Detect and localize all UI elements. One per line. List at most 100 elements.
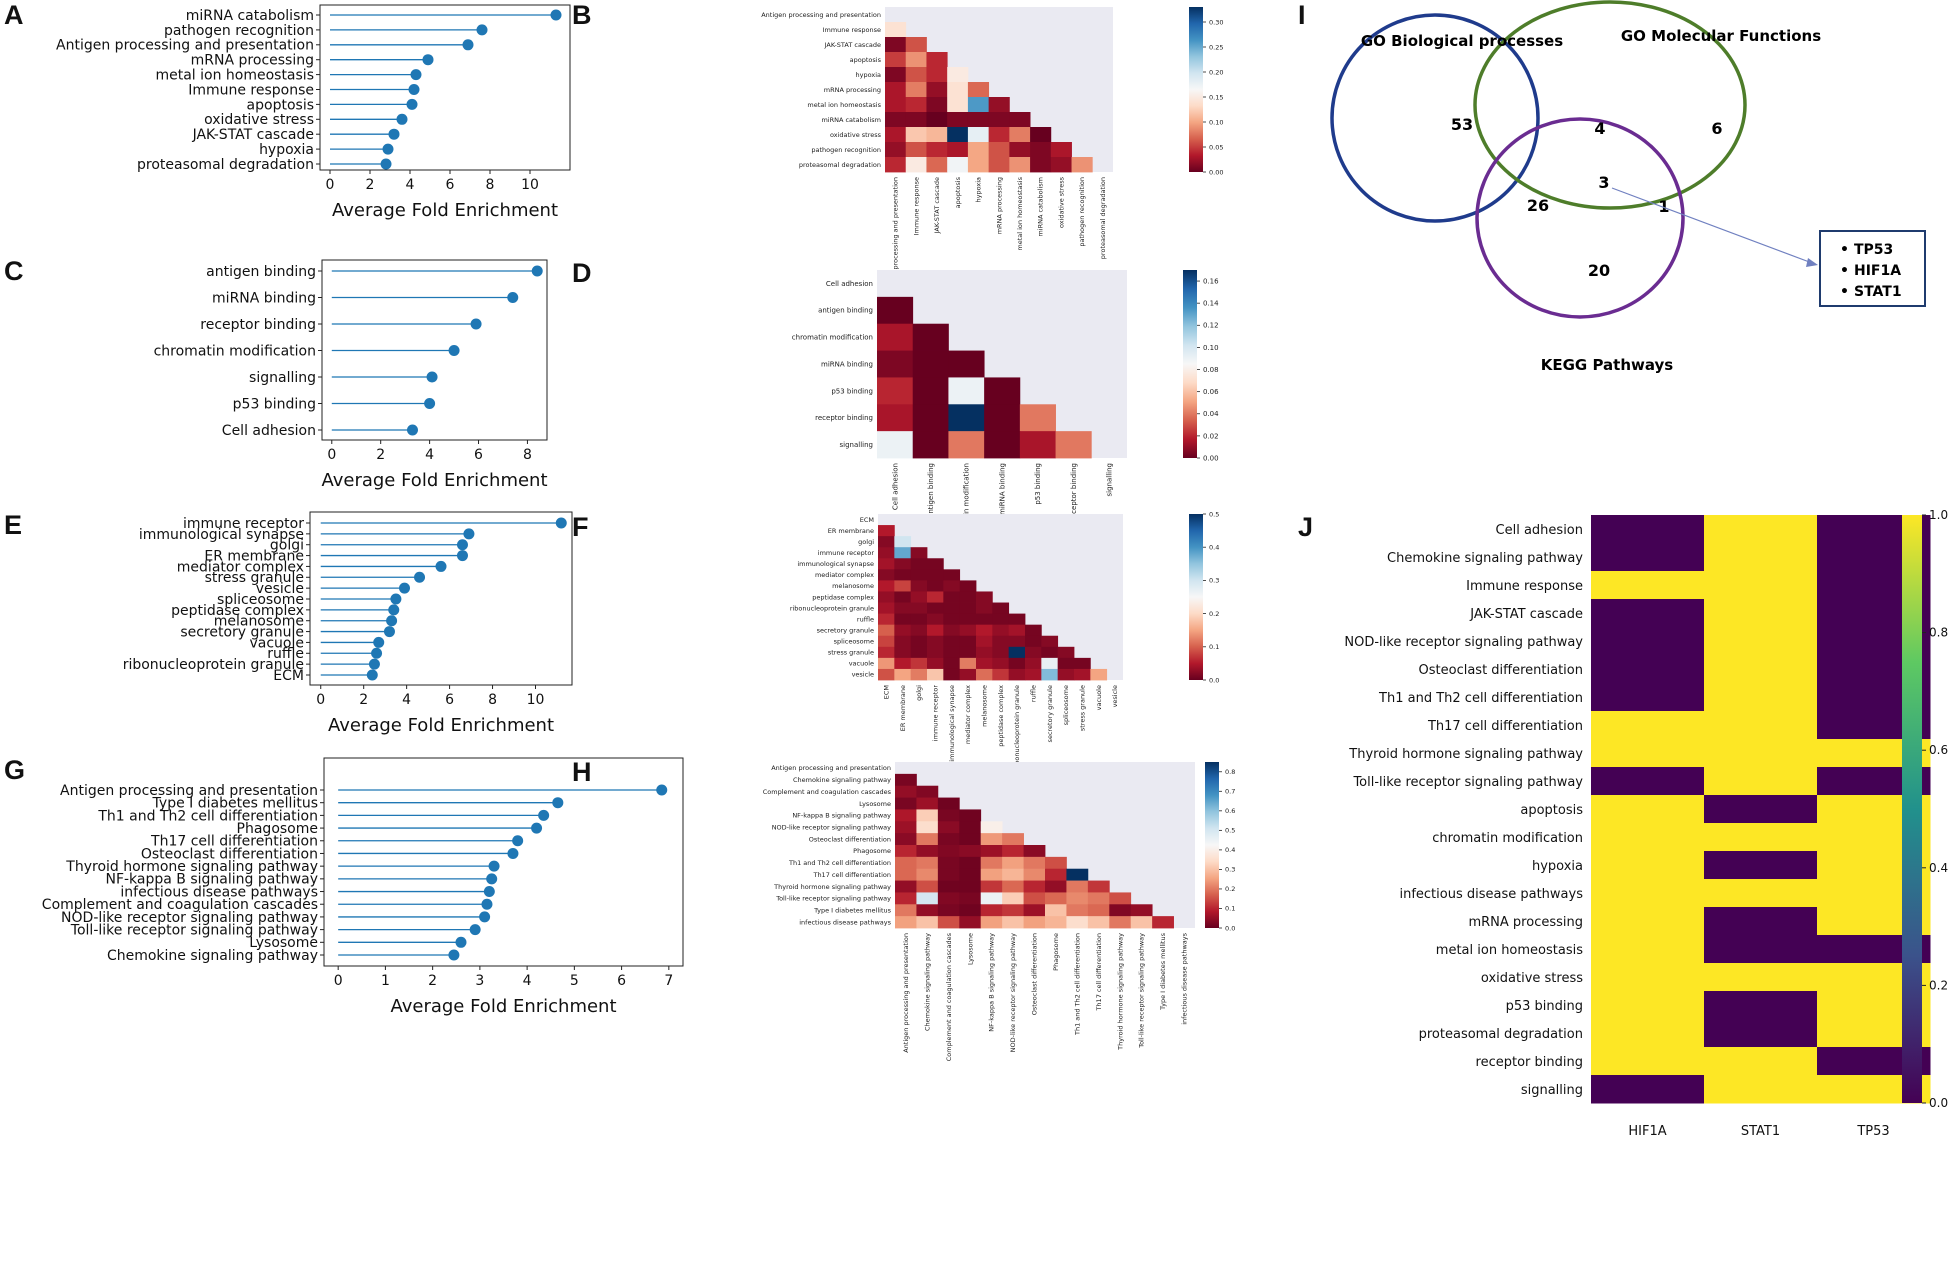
heatmap-cell (895, 880, 917, 893)
heatmap-cell (992, 646, 1010, 659)
heatmap-cell (877, 377, 914, 405)
col-label: secretory granule (1046, 685, 1054, 742)
y-tick-label: hypoxia (259, 142, 314, 158)
col-label: Thyroid hormone signaling pathway (1116, 933, 1124, 1051)
heatmap-cell (1041, 635, 1059, 648)
row-label: apoptosis (850, 56, 882, 64)
heatmap-cell (894, 657, 912, 670)
heatmap-cell (1109, 916, 1132, 929)
lollipop-point (382, 143, 394, 155)
y-tick-label: Antigen processing and presentation (56, 38, 314, 54)
col-label: immune receptor (931, 685, 939, 742)
heatmap-cell (878, 602, 895, 614)
heatmap-cell (910, 569, 928, 581)
heatmap-cell (1002, 880, 1024, 893)
heatmap-cell (1008, 624, 1026, 637)
heatmap-cell (943, 580, 961, 592)
heatmap-cell (1704, 571, 1818, 600)
heatmap-cell (959, 657, 977, 670)
heatmap-cell (927, 558, 944, 570)
lollipop-point (388, 604, 400, 616)
heatmap-cell (1087, 904, 1110, 917)
x-tick-label: 4 (523, 973, 532, 989)
panel-letter-d: D (572, 258, 592, 288)
colorbar-tick-label: 0.02 (1203, 432, 1219, 440)
heatmap-cell (885, 67, 907, 83)
colorbar-tick-label: 0.6 (1929, 743, 1948, 757)
col-label: oxidative stress (1057, 176, 1065, 228)
heatmap-cell (980, 892, 1003, 905)
heatmap-cell (916, 916, 939, 929)
heatmap-cell (926, 157, 948, 173)
col-label: TP53 (1856, 1124, 1889, 1139)
row-label: proteasomal degradation (1419, 1027, 1583, 1042)
heatmap-cell (980, 880, 1003, 893)
heatmap-cell (1074, 668, 1091, 681)
heatmap-cell (1030, 127, 1052, 143)
x-tick-label: 0 (326, 177, 335, 193)
heatmap-cell (1023, 916, 1046, 929)
heatmap-cell (1704, 683, 1818, 712)
row-label: Type I diabetes mellitus (813, 906, 891, 914)
colorbar-tick-label: 0.0 (1929, 1096, 1948, 1110)
heatmap-cell (1704, 627, 1818, 656)
heatmap-cell (992, 657, 1010, 670)
heatmap-cell (1704, 963, 1818, 992)
heatmap-cell (1057, 646, 1075, 659)
heatmap-cell (926, 52, 948, 68)
heatmap-cell (877, 323, 914, 351)
heatmap-cell (937, 821, 960, 834)
heatmap-cell (916, 809, 939, 822)
col-label: receptor binding (1070, 463, 1078, 521)
col-label: antigen binding (927, 463, 935, 518)
heatmap-cell (1591, 1047, 1705, 1076)
lollipop-point (470, 318, 482, 330)
lollipop-point (555, 517, 567, 529)
lollipop-point (552, 797, 564, 809)
y-tick-label: proteasomal degradation (137, 157, 314, 173)
row-label: signalling (1521, 1083, 1583, 1098)
heatmap-cell (937, 904, 960, 917)
lollipop-point (386, 615, 398, 627)
y-tick-label: signalling (249, 370, 316, 386)
heatmap-cell (916, 868, 939, 881)
heatmap-cell (1045, 856, 1067, 870)
heatmap-cell (980, 833, 1003, 846)
col-label: Th17 cell differentiation (1095, 933, 1103, 1012)
heatmap-cell (959, 809, 982, 822)
row-label: oxidative stress (1481, 971, 1583, 986)
heatmap-cell (959, 668, 977, 681)
lollipop-point (426, 371, 438, 383)
col-label: ER membrane (899, 685, 907, 731)
heatmap-cell (878, 624, 895, 637)
heatmap-cell (1591, 1075, 1705, 1104)
row-label: Immune response (1466, 579, 1583, 594)
heatmap-cell (959, 856, 982, 870)
venn-circle-kegg (1475, 117, 1685, 319)
row-label: p53 binding (1506, 999, 1583, 1014)
row-label: chromatin modification (1432, 831, 1583, 846)
heatmap-cell (1591, 963, 1705, 992)
col-label: Phagosome (1052, 933, 1060, 971)
x-tick-label: 2 (428, 973, 437, 989)
colorbar-tick-label: 0.5 (1209, 510, 1219, 518)
heatmap-cell (1087, 892, 1110, 905)
heatmap-cell (878, 536, 895, 548)
heatmap-cell (992, 613, 1010, 626)
heatmap-cell (988, 142, 1010, 158)
heatmap-cell (980, 821, 1003, 834)
heatmap-chart-b: Antigen processing and presentation Antig… (761, 7, 1223, 297)
plot-frame (319, 4, 571, 171)
heatmap-cell (895, 916, 917, 929)
heatmap-cell (992, 602, 1010, 614)
x-axis-label: Average Fold Enrichment (328, 715, 554, 736)
row-label: golgi (858, 538, 874, 546)
heatmap-cell (1025, 624, 1042, 637)
heatmap-cell (1109, 904, 1132, 917)
row-label: chromatin modification (792, 334, 873, 342)
heatmap-cell (1009, 142, 1031, 158)
heatmap-cell (877, 350, 914, 378)
row-label: Complement and coagulation cascades (763, 788, 892, 796)
heatmap-cell (895, 904, 917, 917)
heatmap-cell (926, 97, 948, 113)
